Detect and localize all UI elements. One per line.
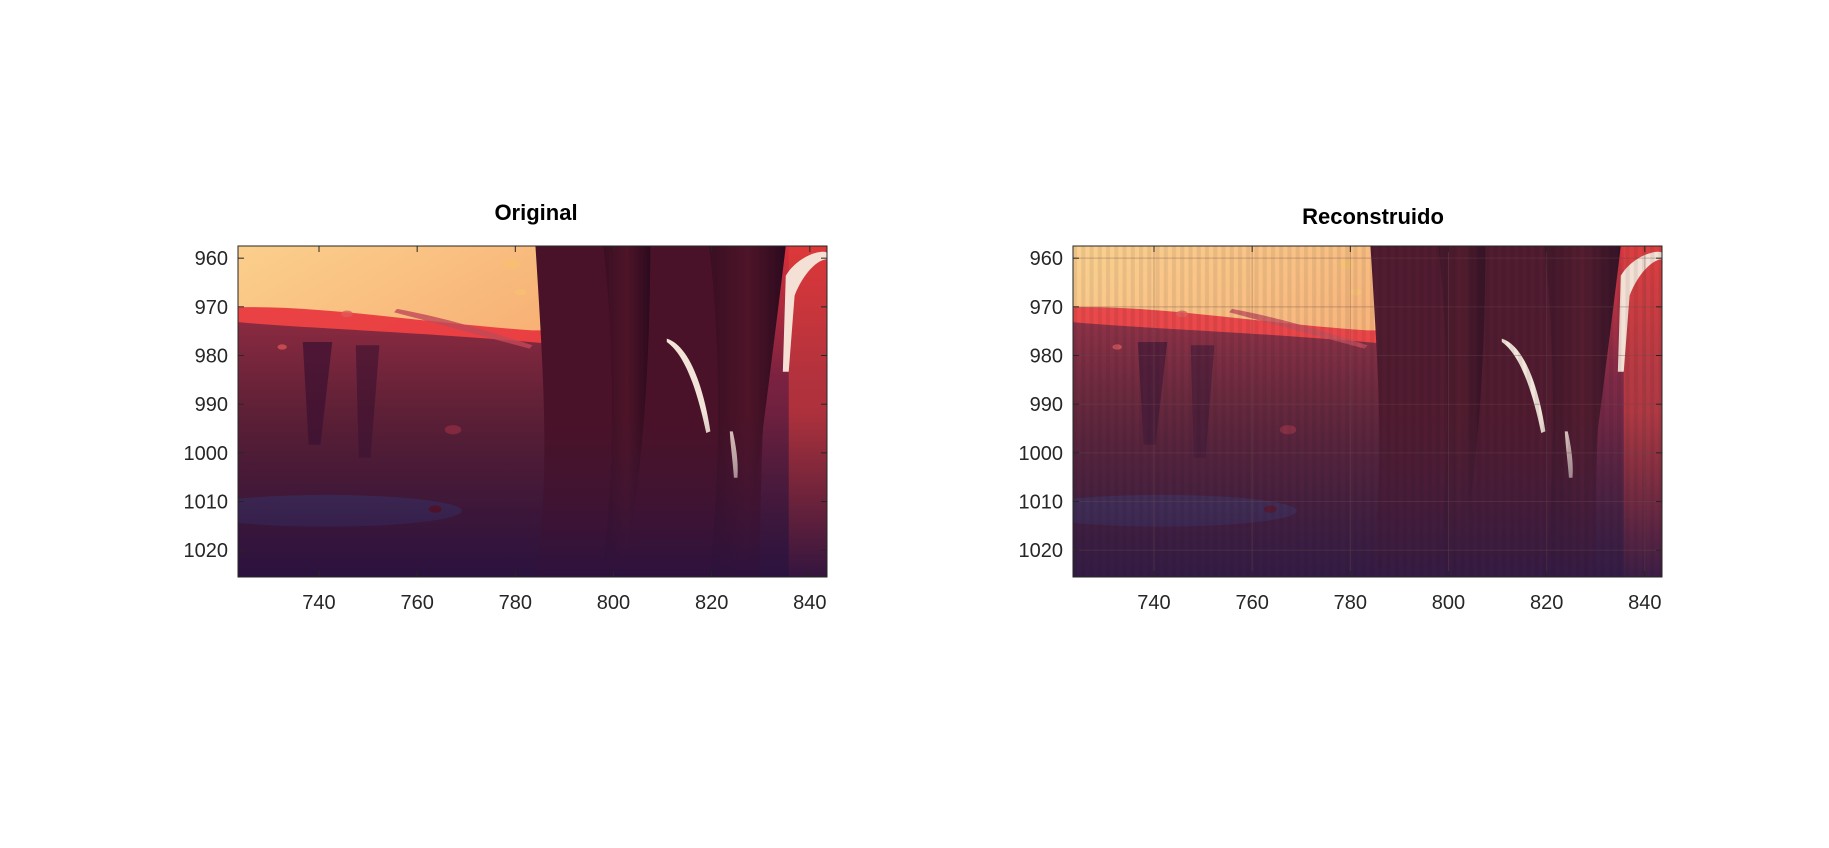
original-ytick-label: 980 bbox=[195, 346, 228, 368]
reconstruido-panel: 740 760 780 800 820 840 960 970 980 990 1000 1010 10… bbox=[1019, 245, 1663, 614]
reconstruido-ytick-label: 1000 bbox=[1019, 443, 1064, 465]
original-xtick-label: 820 bbox=[695, 592, 728, 614]
reconstruido-title: Reconstruido bbox=[1302, 204, 1444, 229]
reconstruido-xtick-label: 820 bbox=[1530, 592, 1563, 614]
reconstruido-ytick-label: 960 bbox=[1030, 248, 1063, 270]
original-ytick-label: 990 bbox=[195, 394, 228, 416]
reconstruido-xtick-label: 840 bbox=[1628, 592, 1661, 614]
original-image bbox=[238, 246, 827, 577]
reconstruido-xtick-label: 740 bbox=[1137, 592, 1170, 614]
original-ytick-label: 970 bbox=[195, 297, 228, 319]
original-title: Original bbox=[494, 200, 578, 225]
original-ytick-label: 1000 bbox=[184, 443, 229, 465]
reconstruido-ytick-label: 980 bbox=[1030, 346, 1063, 368]
original-xtick-label: 740 bbox=[302, 592, 335, 614]
original-axes-box bbox=[237, 245, 828, 578]
reconstruido-ticks: 740 760 780 800 820 840 960 970 980 990 1000 1010 10… bbox=[1019, 246, 1662, 614]
original-xtick-label: 840 bbox=[793, 592, 826, 614]
original-ytick-label: 1010 bbox=[184, 492, 229, 514]
reconstruido-ytick-label: 1020 bbox=[1019, 540, 1064, 562]
original-xtick-label: 760 bbox=[400, 592, 433, 614]
original-ticks: 740 760 780 800 820 840 960 970 980 990 1000 1010 10… bbox=[184, 246, 827, 614]
reconstruido-ytick-label: 970 bbox=[1030, 297, 1063, 319]
original-xtick-label: 800 bbox=[597, 592, 630, 614]
original-ytick-label: 1020 bbox=[184, 540, 229, 562]
reconstruido-xtick-label: 800 bbox=[1432, 592, 1465, 614]
reconstruido-ytick-label: 1010 bbox=[1019, 492, 1064, 514]
reconstruido-axes-box bbox=[1072, 245, 1663, 578]
reconstruido-xtick-label: 760 bbox=[1235, 592, 1268, 614]
reconstruido-xtick-label: 780 bbox=[1334, 592, 1367, 614]
original-panel: 740 760 780 800 820 840 960 970 980 990 1000 1010 10… bbox=[184, 245, 828, 614]
original-ytick-label: 960 bbox=[195, 248, 228, 270]
reconstruido-image bbox=[1073, 246, 1662, 577]
reconstruido-ytick-label: 990 bbox=[1030, 394, 1063, 416]
reconstruido-grid bbox=[1073, 246, 1662, 577]
original-xtick-label: 780 bbox=[499, 592, 532, 614]
